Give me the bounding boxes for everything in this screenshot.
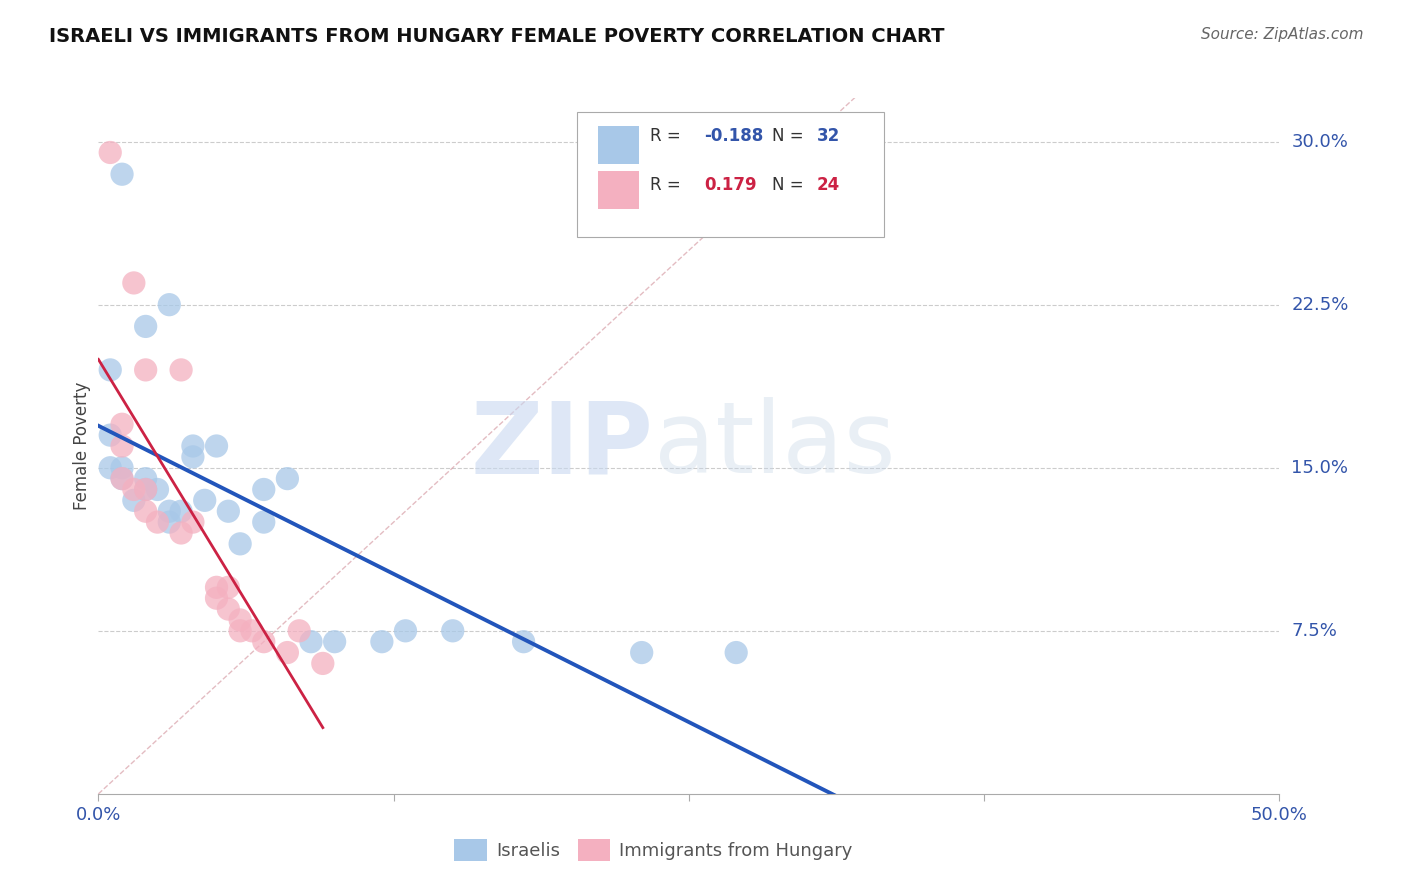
Point [276, 472, 298, 486]
Point [98, 460, 121, 475]
Text: -0.188: -0.188 [704, 128, 763, 145]
Text: 24: 24 [817, 176, 839, 194]
FancyBboxPatch shape [576, 112, 884, 237]
Point [111, 472, 134, 486]
Point [205, 580, 228, 594]
Text: N =: N = [772, 176, 808, 194]
Point [229, 624, 252, 638]
Point [512, 634, 534, 648]
Point [98, 363, 121, 377]
Text: 32: 32 [817, 128, 839, 145]
Point [111, 439, 134, 453]
Text: ZIP: ZIP [471, 398, 654, 494]
Point [135, 319, 157, 334]
Point [135, 472, 157, 486]
Point [122, 483, 145, 497]
Point [122, 493, 145, 508]
Point [299, 634, 322, 648]
Point [146, 483, 169, 497]
Point [312, 657, 335, 671]
Text: 15.0%: 15.0% [1291, 458, 1348, 476]
Legend: Israelis, Immigrants from Hungary: Israelis, Immigrants from Hungary [447, 832, 860, 868]
Point [371, 634, 394, 648]
FancyBboxPatch shape [598, 126, 640, 164]
Point [181, 439, 204, 453]
Point [253, 483, 276, 497]
Point [441, 624, 464, 638]
Point [122, 276, 145, 290]
Text: R =: R = [650, 176, 692, 194]
Point [205, 439, 228, 453]
Point [135, 483, 157, 497]
Point [217, 602, 239, 616]
FancyBboxPatch shape [598, 171, 640, 210]
Point [135, 504, 157, 518]
Point [217, 504, 239, 518]
Point [394, 624, 416, 638]
Text: 0.179: 0.179 [704, 176, 756, 194]
Text: Source: ZipAtlas.com: Source: ZipAtlas.com [1201, 27, 1364, 42]
Point [146, 515, 169, 529]
Text: 22.5%: 22.5% [1291, 295, 1348, 314]
Point [181, 450, 204, 464]
Text: ISRAELI VS IMMIGRANTS FROM HUNGARY FEMALE POVERTY CORRELATION CHART: ISRAELI VS IMMIGRANTS FROM HUNGARY FEMAL… [49, 27, 945, 45]
Point [253, 634, 276, 648]
Point [157, 515, 180, 529]
Point [240, 624, 263, 638]
Point [229, 537, 252, 551]
Point [229, 613, 252, 627]
Point [276, 646, 298, 660]
Point [157, 298, 180, 312]
Point [194, 493, 217, 508]
Point [135, 363, 157, 377]
Point [725, 646, 748, 660]
Point [170, 526, 193, 541]
Point [135, 483, 157, 497]
Point [170, 363, 193, 377]
Text: 30.0%: 30.0% [1291, 133, 1348, 151]
Text: atlas: atlas [654, 398, 896, 494]
Text: R =: R = [650, 128, 686, 145]
Text: 7.5%: 7.5% [1291, 622, 1337, 640]
Point [111, 417, 134, 432]
Y-axis label: Female Poverty: Female Poverty [73, 382, 91, 510]
Point [288, 624, 311, 638]
Point [630, 646, 652, 660]
Point [253, 515, 276, 529]
Point [181, 515, 204, 529]
Point [205, 591, 228, 606]
Point [157, 504, 180, 518]
Point [323, 634, 346, 648]
Point [98, 145, 121, 160]
Point [98, 428, 121, 442]
Point [111, 167, 134, 181]
Text: N =: N = [772, 128, 808, 145]
Point [111, 460, 134, 475]
Point [170, 504, 193, 518]
Point [111, 472, 134, 486]
Point [217, 580, 239, 594]
